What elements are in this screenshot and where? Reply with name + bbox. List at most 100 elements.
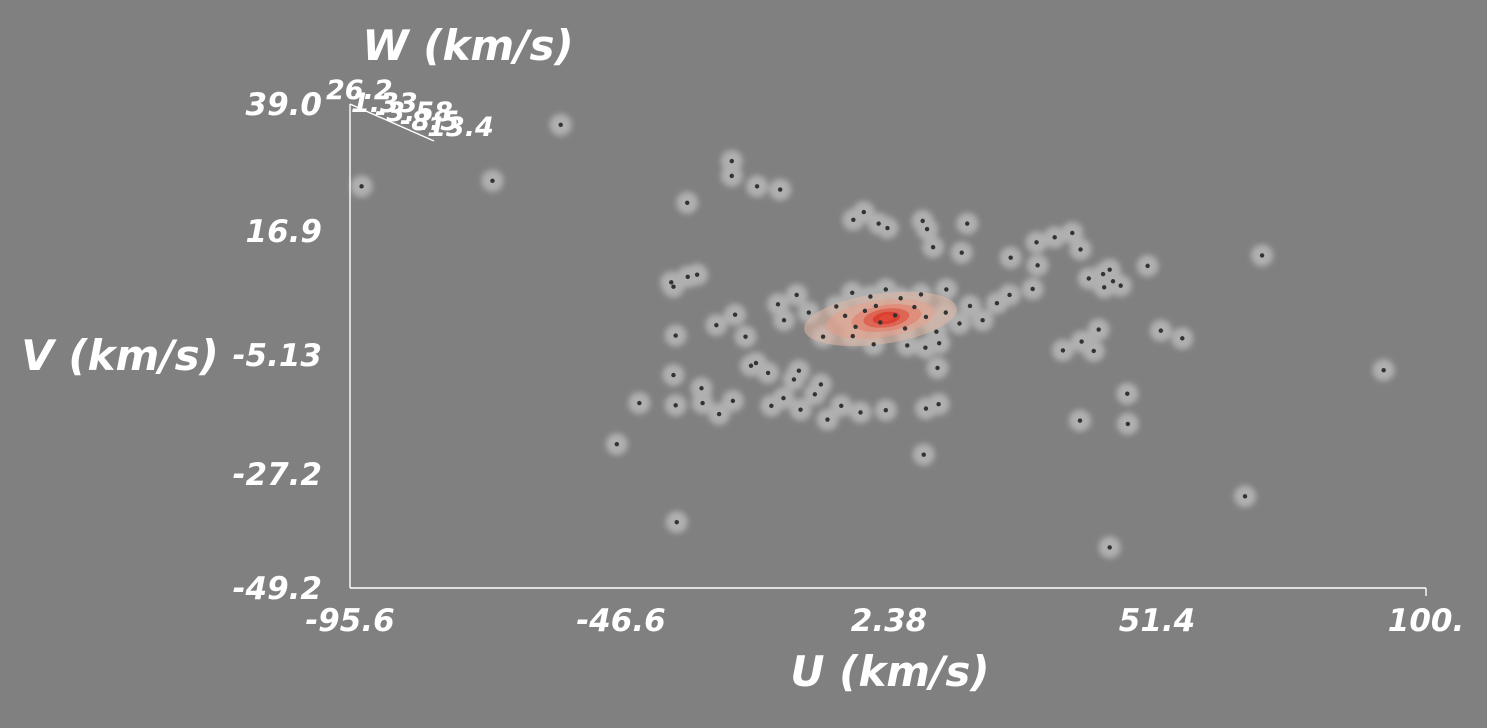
y-tick-label: -49.2 — [233, 571, 322, 607]
data-point — [777, 187, 783, 192]
data-point — [700, 400, 705, 406]
data-point — [965, 221, 970, 226]
data-point — [853, 324, 858, 329]
data-point — [825, 417, 830, 422]
y-tick-label: -5.13 — [233, 338, 322, 374]
data-point — [936, 341, 942, 346]
data-point — [1110, 279, 1116, 284]
data-point — [769, 403, 774, 409]
data-point — [943, 310, 948, 315]
data-point — [1107, 545, 1112, 550]
data-point — [1180, 336, 1185, 341]
data-point — [885, 225, 890, 231]
data-point — [957, 321, 962, 326]
data-point — [898, 296, 903, 301]
data-point — [748, 363, 754, 368]
data-point — [820, 334, 826, 339]
y-tick-labels: 39.0 16.9 -5.13 -27.2 -49.2 — [233, 87, 322, 607]
data-point — [861, 209, 866, 215]
data-point — [729, 173, 734, 179]
data-point — [920, 218, 925, 224]
data-point — [1060, 348, 1066, 353]
data-point — [868, 294, 873, 299]
data-point — [699, 386, 704, 391]
data-point — [669, 280, 674, 285]
data-point — [614, 442, 619, 447]
density-contour-6 — [879, 314, 893, 322]
data-point — [850, 333, 855, 339]
data-point — [818, 382, 824, 387]
data-point — [730, 398, 736, 404]
data-point — [1107, 267, 1112, 272]
y-tick-label: 39.0 — [246, 87, 323, 123]
data-point — [671, 284, 676, 289]
data-point — [967, 303, 973, 309]
data-point — [794, 292, 799, 298]
data-point — [1100, 271, 1106, 277]
point-layer — [359, 122, 1386, 550]
data-point — [935, 365, 940, 371]
data-point — [834, 304, 839, 309]
data-point — [873, 303, 879, 309]
z-tick-labels: 26.21.33-3.58-8.5-13.4 — [326, 75, 494, 143]
data-point — [673, 403, 678, 408]
data-point — [781, 395, 786, 401]
data-point — [936, 401, 941, 407]
data-point — [1125, 421, 1131, 427]
data-point — [850, 290, 855, 295]
data-point — [1101, 285, 1107, 290]
data-point — [1091, 348, 1096, 354]
data-point — [871, 342, 876, 347]
data-point — [637, 400, 642, 406]
data-point — [1242, 494, 1248, 499]
data-point — [1158, 328, 1164, 333]
data-point — [851, 217, 856, 222]
data-point — [1078, 247, 1083, 252]
data-point — [743, 334, 748, 339]
data-point — [714, 322, 719, 328]
data-point — [959, 250, 964, 255]
data-point — [912, 304, 917, 310]
data-point — [883, 408, 888, 413]
z-tick-label: 26.2 — [326, 75, 393, 106]
data-point — [765, 370, 771, 376]
data-point — [1145, 263, 1150, 269]
data-point — [905, 343, 910, 348]
data-point — [883, 287, 888, 292]
density-contour-layer — [804, 291, 957, 347]
data-point — [806, 310, 811, 315]
data-point — [359, 184, 364, 189]
data-point — [674, 519, 679, 525]
data-point — [1381, 367, 1386, 373]
data-point — [930, 245, 936, 250]
data-point — [918, 292, 924, 297]
data-point — [839, 403, 844, 409]
data-point — [716, 411, 722, 417]
x-tick-label: 100. — [1388, 603, 1465, 639]
x-tick-label: 51.4 — [1119, 603, 1196, 639]
x-axis-title: U (km/s) — [790, 647, 989, 696]
y-tick-label: 16.9 — [246, 214, 323, 250]
data-point — [923, 345, 928, 350]
data-point — [1070, 230, 1075, 236]
data-point — [685, 274, 690, 280]
data-point — [892, 313, 898, 318]
data-point — [1079, 339, 1084, 344]
data-point — [796, 368, 802, 373]
data-point — [1096, 327, 1101, 332]
data-point — [994, 300, 1000, 306]
data-point — [812, 392, 818, 397]
data-point — [1007, 292, 1012, 298]
data-point — [1052, 235, 1057, 240]
data-point — [798, 407, 803, 412]
data-point — [1118, 283, 1123, 288]
data-point — [934, 329, 939, 334]
y-tick-label: -27.2 — [233, 457, 322, 493]
data-point — [944, 287, 949, 292]
data-point — [673, 333, 678, 338]
data-point — [980, 318, 985, 323]
data-point — [558, 122, 563, 128]
data-point — [876, 221, 881, 226]
